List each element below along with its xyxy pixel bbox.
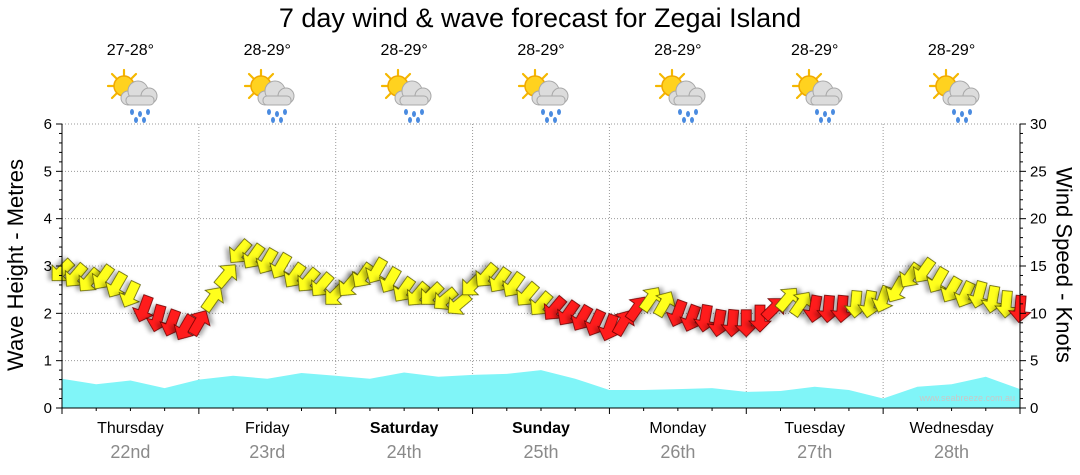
wind-arrow	[912, 256, 937, 283]
wind-arrow	[213, 264, 238, 290]
date-label: 24th	[386, 442, 422, 462]
y-tick-label-right: 5	[1030, 353, 1038, 370]
y-tick-label-left: 1	[44, 353, 52, 370]
credit-watermark: www.seabreeze.com.au	[918, 393, 1015, 403]
y-tick-label-right: 0	[1030, 400, 1038, 417]
partly-cloudy-rain-icon	[376, 66, 440, 124]
y-tick-label-left: 0	[44, 400, 52, 417]
wind-arrow	[748, 304, 772, 333]
y-tick-label-right: 25	[1030, 163, 1047, 180]
day-label: Tuesday	[784, 420, 846, 437]
wind-arrow	[516, 280, 541, 306]
wind-arrow	[421, 281, 445, 305]
wind-arrow	[64, 261, 89, 287]
partly-cloudy-rain-icon	[239, 66, 303, 124]
partly-cloudy-rain-icon	[787, 66, 851, 124]
wind-arrow	[283, 261, 307, 288]
wind-arrow	[242, 242, 266, 269]
day-temperature: 28-29°	[927, 42, 976, 59]
chart-title: 7 day wind & wave forecast for Zegai Isl…	[278, 3, 802, 33]
y-tick-label-right: 15	[1030, 258, 1047, 275]
wind-arrow	[652, 291, 676, 319]
day-temperature: 28-29°	[380, 42, 428, 59]
wind-arrow	[269, 251, 293, 279]
wind-arrow	[406, 280, 431, 306]
day-label: Saturday	[369, 420, 439, 437]
day-temperature: 28-29°	[654, 42, 702, 59]
date-label: 27th	[797, 442, 833, 462]
y-tick-label-right: 10	[1030, 305, 1047, 322]
wind-arrow	[200, 287, 224, 314]
wind-arrow	[378, 265, 402, 293]
day-label: Thursday	[97, 420, 164, 437]
y-tick-label-left: 5	[44, 163, 52, 180]
partly-cloudy-rain-icon	[924, 66, 988, 124]
wind-arrow	[857, 289, 881, 319]
wave-height-series	[62, 370, 1020, 408]
wind-arrow	[557, 299, 581, 326]
day-label: Friday	[245, 420, 290, 437]
wave-height-area	[62, 370, 1020, 408]
y-tick-label-right: 30	[1030, 116, 1047, 133]
wind-arrow	[131, 294, 155, 323]
wind-arrow	[351, 261, 376, 288]
wind-arrow	[187, 310, 211, 338]
y-tick-label-left: 3	[44, 258, 52, 275]
partly-cloudy-rain-icon	[102, 66, 166, 124]
day-label: Monday	[649, 420, 707, 437]
day-temperature: 28-29°	[791, 42, 839, 59]
date-label: 25th	[523, 442, 559, 462]
day-label: Wednesday	[909, 420, 994, 437]
date-label: 28th	[934, 442, 970, 462]
wind-arrow	[926, 265, 950, 293]
y-tick-label-left: 6	[44, 116, 52, 133]
gridlines	[62, 123, 1020, 408]
wind-arrow	[365, 256, 389, 284]
wind-arrow	[78, 266, 103, 292]
partly-cloudy-rain-icon	[650, 66, 714, 124]
wind-arrow	[434, 286, 459, 310]
y-tick-label-left: 2	[44, 305, 52, 322]
wind-arrow	[51, 257, 76, 281]
day-temperature: 28-29°	[243, 42, 291, 59]
date-label: 23rd	[249, 442, 286, 462]
axes: 0 1 2 3 4 5 6 0 5 10 15 20 25 30	[44, 116, 1047, 417]
day-temperature: 27-28°	[106, 42, 155, 59]
wind-arrow	[829, 294, 854, 324]
wind-arrow	[899, 261, 923, 288]
day-temperature: 28-29°	[517, 42, 565, 59]
wind-arrow	[118, 279, 141, 308]
wind-arrow	[530, 290, 554, 316]
wind-arrows	[51, 238, 1032, 342]
wind-arrow	[734, 309, 759, 338]
wind-arrow	[788, 291, 813, 318]
day-label: Sunday	[512, 420, 570, 437]
wind-arrow	[105, 270, 129, 298]
wind-arrow	[311, 271, 335, 297]
y-tick-label-left: 4	[44, 211, 52, 228]
partly-cloudy-rain-icon	[513, 66, 577, 124]
wind-arrow	[297, 266, 322, 292]
wind-arrow	[953, 279, 976, 308]
wind-arrow	[392, 275, 417, 302]
y-tick-label-right: 20	[1030, 211, 1047, 228]
wind-arrow	[173, 313, 197, 341]
wind-arrow	[229, 238, 253, 263]
wind-arrow	[488, 266, 513, 293]
wind-arrow	[543, 294, 568, 320]
date-label: 22nd	[110, 442, 151, 462]
wind-arrow	[475, 261, 500, 287]
date-label: 26th	[660, 442, 696, 462]
